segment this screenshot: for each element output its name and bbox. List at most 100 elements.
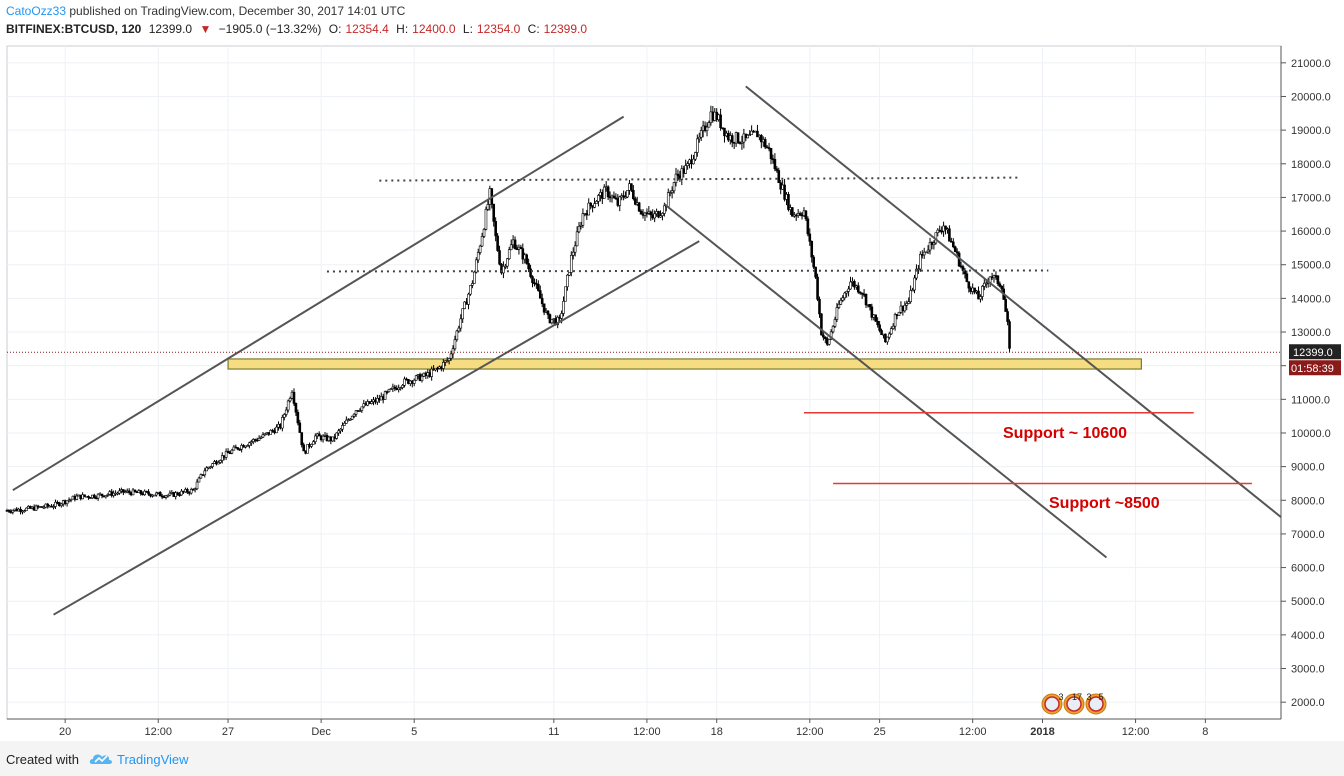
candle-body [224, 450, 228, 458]
x-tick-label: 12:00 [959, 726, 987, 738]
candle-body [321, 435, 325, 441]
last-price-tag [1289, 344, 1341, 360]
candle-body [230, 449, 234, 454]
candle-body [248, 442, 251, 446]
candle-body [837, 304, 841, 308]
candle-body [915, 268, 918, 279]
candle-body [535, 283, 538, 285]
author-link[interactable]: CatoOzz33 [6, 4, 67, 18]
candle-body [560, 313, 563, 319]
y-tick-label: 17000.0 [1291, 192, 1331, 204]
candle-body [833, 319, 837, 327]
candle-body [905, 303, 909, 306]
candle-body [571, 251, 575, 256]
candle-body [626, 190, 629, 198]
x-tick-label: 12:00 [144, 726, 172, 738]
candle-body [211, 463, 214, 467]
candle-body [100, 493, 104, 496]
candles [5, 105, 1011, 515]
candle-body [484, 209, 488, 230]
candle-body [457, 327, 461, 332]
candle-body [197, 477, 201, 483]
candle-body [176, 492, 179, 496]
symbol-legend: BITFINEX:BTCUSD, 120 12399.0 ▼ −1905.0 (… [6, 21, 595, 37]
candle-body [746, 134, 750, 139]
candle-body [705, 126, 709, 131]
candle-body [25, 507, 28, 511]
publish-info: CatoOzz33 published on TradingView.com, … [6, 3, 405, 19]
y-tick-label: 5000.0 [1291, 596, 1325, 608]
candle-body [298, 422, 302, 433]
candle-body [127, 490, 131, 493]
candle-body [579, 224, 583, 227]
candle-body [116, 492, 119, 495]
candle-body [352, 413, 356, 417]
candle-body [261, 434, 265, 438]
y-tick-label: 6000.0 [1291, 563, 1325, 575]
candle-body [166, 494, 170, 497]
event-flag-icon [1044, 696, 1060, 712]
candle-body [694, 152, 697, 160]
candle-body [492, 203, 496, 222]
y-tick-label: 20000.0 [1291, 91, 1331, 103]
candle-body [300, 432, 304, 446]
candle-body [951, 241, 955, 248]
candle-body [566, 274, 569, 288]
candle-body [932, 242, 936, 246]
high-value: 12400.0 [412, 22, 456, 36]
candle-body [54, 501, 57, 507]
candle-body [385, 391, 389, 393]
candle-body [147, 491, 150, 495]
candle-body [284, 409, 288, 415]
candle-body [666, 192, 670, 207]
candle-body [806, 218, 810, 235]
candle-body [412, 379, 416, 384]
candle-body [478, 245, 482, 253]
candle-body [938, 229, 942, 232]
candle-body [569, 255, 573, 273]
candle-body [236, 447, 240, 450]
candle-body [275, 426, 278, 434]
support-zone-layer [227, 358, 1142, 370]
candle-body [106, 494, 110, 496]
candle-body [537, 283, 540, 291]
candle-body [748, 134, 751, 137]
x-tick-label: 12:00 [796, 726, 824, 738]
candle-body [887, 333, 891, 338]
candle-body [335, 432, 338, 439]
x-tick-label: 12:00 [1122, 726, 1150, 738]
y-tick-label: 15000.0 [1291, 260, 1331, 272]
candle-body [331, 436, 335, 442]
candle-body [505, 258, 509, 267]
candle-body [401, 385, 404, 388]
candle-body [314, 435, 317, 443]
candle-body [880, 330, 883, 335]
candle-body [575, 231, 579, 247]
y-tick-label: 2000.0 [1291, 697, 1325, 709]
x-tick-label: 20 [59, 726, 71, 738]
candle-body [639, 210, 643, 215]
candle-body [19, 508, 22, 512]
y-tick-label: 16000.0 [1291, 226, 1331, 238]
candle-body [482, 229, 486, 237]
candle-body [577, 226, 581, 233]
candle-body [122, 489, 125, 493]
candle-body [602, 186, 606, 199]
candle-body [955, 251, 959, 254]
y-tick-label: 7000.0 [1291, 529, 1325, 541]
candle-body [868, 304, 872, 308]
symbol-label[interactable]: BITFINEX:BTCUSD, 120 [6, 22, 142, 36]
candle-body [814, 266, 817, 278]
candle-body [350, 415, 354, 420]
tradingview-brand-link[interactable]: TradingView [117, 752, 189, 767]
candle-body [442, 362, 445, 369]
candle-body [507, 249, 511, 260]
x-tick-label: 11 [548, 726, 559, 738]
candle-body [461, 308, 464, 320]
tradingview-logo-icon[interactable] [88, 751, 114, 767]
candle-body [1006, 311, 1009, 322]
candle-body [686, 163, 689, 166]
candle-body [948, 228, 951, 242]
event-count-label: 5 [1098, 692, 1103, 702]
